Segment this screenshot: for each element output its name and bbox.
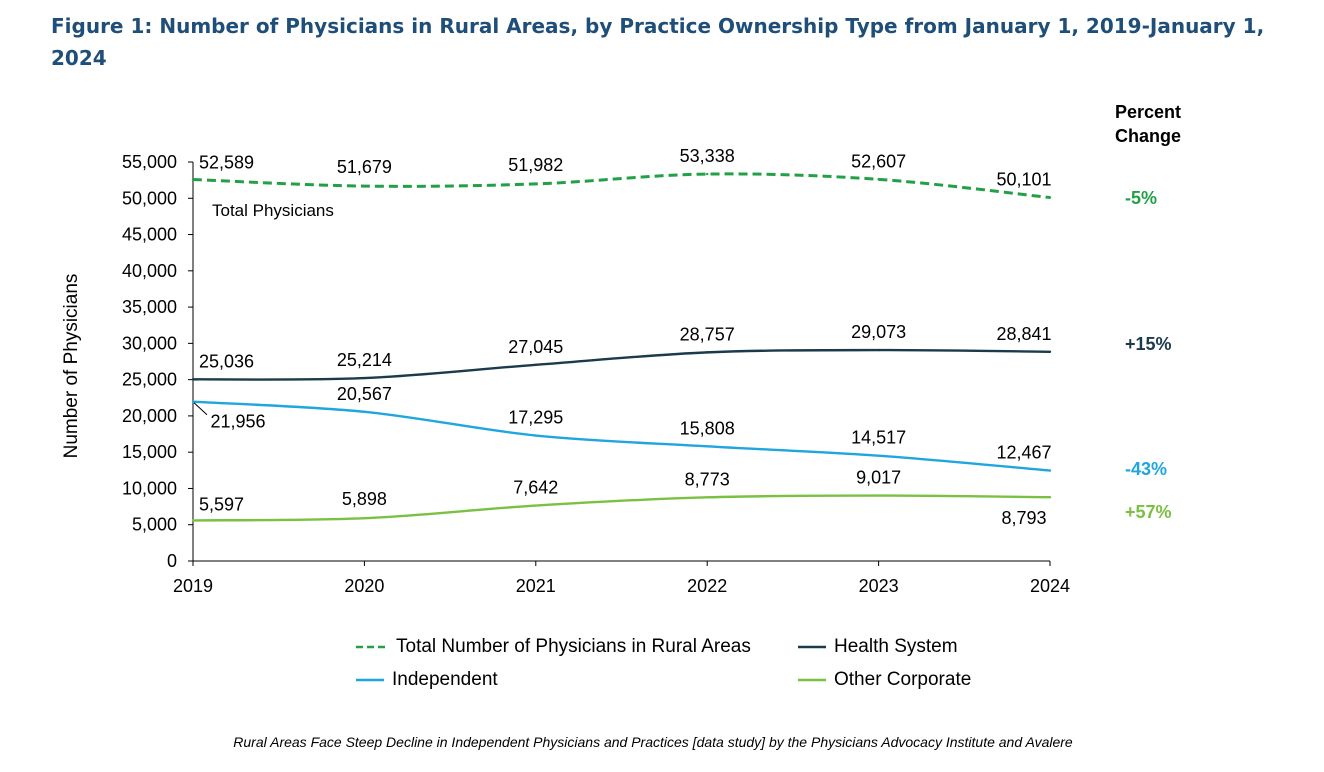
data-label-health-system: 28,757 — [680, 324, 735, 344]
data-point-independent — [363, 410, 366, 413]
percent-change-other-corporate: +57% — [1125, 502, 1172, 523]
y-tick-label: 30,000 — [122, 333, 177, 353]
data-point-total — [877, 178, 880, 181]
legend-item-independent: Independent — [356, 669, 498, 691]
data-point-other-corporate — [191, 519, 195, 522]
data-point-total — [534, 182, 537, 186]
total-physicians-annotation: Total Physicians — [212, 201, 334, 220]
data-point-health-system — [191, 378, 195, 381]
data-point-other-corporate — [363, 517, 366, 520]
data-label-other-corporate: 7,642 — [513, 478, 558, 498]
data-label-other-corporate: 9,017 — [856, 468, 901, 488]
y-tick-label: 40,000 — [122, 261, 177, 281]
series-line-total — [192, 172, 1051, 200]
data-label-independent: 21,956 — [210, 412, 265, 432]
legend-swatch-health-system — [798, 645, 826, 649]
data-point-health-system — [1048, 350, 1052, 353]
series-line-independent — [192, 400, 1051, 472]
x-tick-label: 2020 — [344, 576, 384, 596]
y-tick-label: 5,000 — [132, 515, 177, 535]
data-point-other-corporate — [534, 504, 537, 507]
data-label-total: 52,589 — [199, 152, 254, 172]
percent-change-health-system: +15% — [1125, 333, 1172, 354]
data-label-other-corporate: 8,773 — [685, 469, 730, 489]
data-label-independent: 15,808 — [680, 418, 735, 438]
data-label-health-system: 28,841 — [996, 324, 1051, 344]
y-tick-label: 25,000 — [122, 370, 177, 390]
data-point-independent — [534, 434, 537, 437]
data-label-total: 52,607 — [851, 151, 906, 171]
data-point-health-system — [706, 351, 709, 354]
y-tick-label: 15,000 — [122, 442, 177, 462]
data-label-other-corporate: 5,597 — [199, 494, 244, 514]
legend-swatch-other-corporate — [798, 678, 826, 682]
legend-label-independent: Independent — [392, 669, 498, 690]
data-label-health-system: 27,045 — [508, 337, 563, 357]
percent-change-total: -5% — [1125, 187, 1158, 208]
legend-label-health-system: Health System — [834, 636, 958, 657]
data-label-health-system: 25,214 — [337, 350, 392, 370]
percent-change-independent: -43% — [1125, 458, 1168, 479]
y-tick-label: 10,000 — [122, 478, 177, 498]
data-label-total: 53,338 — [680, 146, 735, 166]
y-axis-title: Number of Physicians — [61, 274, 82, 459]
legend-item-health-system: Health System — [798, 636, 958, 658]
data-label-health-system: 29,073 — [851, 322, 906, 342]
data-point-independent — [191, 400, 195, 403]
data-label-health-system: 25,036 — [199, 351, 254, 371]
legend-swatch-dashed — [356, 645, 388, 649]
y-tick-label: 50,000 — [122, 188, 177, 208]
legend-item-other-corporate: Other Corporate — [798, 669, 971, 691]
data-point-total — [706, 172, 709, 176]
data-label-total: 50,101 — [996, 170, 1051, 190]
data-label-independent: 12,467 — [996, 443, 1051, 463]
y-tick-label: 20,000 — [122, 406, 177, 426]
data-point-total — [363, 184, 366, 188]
x-tick-label: 2024 — [1030, 576, 1070, 596]
data-point-other-corporate — [706, 496, 709, 499]
data-point-other-corporate — [877, 494, 880, 497]
data-point-independent — [1048, 469, 1052, 472]
source-caption: Rural Areas Face Steep Decline in Indepe… — [233, 734, 1073, 750]
data-point-other-corporate — [1048, 496, 1052, 499]
data-label-independent: 20,567 — [337, 384, 392, 404]
y-tick-label: 0 — [167, 551, 177, 571]
x-tick-label: 2021 — [516, 576, 556, 596]
data-label-other-corporate: 5,898 — [342, 489, 387, 509]
legend-item-total: Total Number of Physicians in Rural Area… — [356, 636, 751, 658]
x-tick-label: 2019 — [173, 576, 213, 596]
y-tick-label: 35,000 — [122, 297, 177, 317]
data-point-health-system — [534, 363, 537, 367]
data-point-health-system — [363, 376, 366, 380]
data-label-independent: 17,295 — [508, 408, 563, 428]
data-label-total: 51,982 — [508, 155, 563, 175]
y-tick-label: 45,000 — [122, 225, 177, 245]
x-tick-label: 2022 — [687, 576, 727, 596]
data-point-independent — [706, 445, 709, 448]
data-point-total — [191, 178, 195, 181]
series-line-other-corporate — [192, 494, 1051, 522]
legend-label-other-corporate: Other Corporate — [834, 669, 972, 690]
label-leader-line — [193, 402, 208, 416]
chart-title: Figure 1: Number of Physicians in Rural … — [51, 14, 1265, 70]
data-point-health-system — [877, 348, 880, 352]
data-label-independent: 14,517 — [851, 428, 906, 448]
x-tick-label: 2023 — [859, 576, 899, 596]
legend-label-total: Total Number of Physicians in Rural Area… — [396, 636, 751, 657]
data-point-independent — [877, 454, 880, 457]
data-label-other-corporate: 8,793 — [1001, 508, 1046, 528]
data-point-total — [1048, 196, 1052, 199]
percent-change-header: Percent Change — [1114, 102, 1182, 146]
y-tick-label: 55,000 — [122, 152, 177, 172]
legend-swatch-independent — [356, 678, 384, 682]
series-line-health-system — [192, 348, 1051, 381]
data-label-total: 51,679 — [337, 157, 392, 177]
